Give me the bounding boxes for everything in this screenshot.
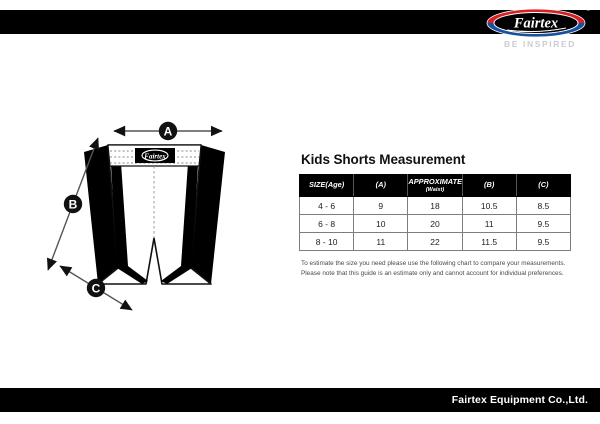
cell-b: 10.5 [461, 196, 517, 215]
table-header-b: (B) [461, 174, 517, 197]
left-leg-band [110, 148, 148, 284]
fairtex-logo-icon: Fairtex [486, 8, 586, 38]
table-header-approximate-waist: APPROXIMATE (Waist) [407, 174, 463, 197]
disclaimer-line-1: To estimate the size you need please use… [301, 260, 566, 267]
size-chart-table: SIZE(Age) (A) APPROXIMATE (Waist) (B) (C… [298, 174, 572, 251]
table-header-a: (A) [353, 174, 409, 197]
table-header-c: (C) [515, 174, 572, 197]
waistband-logo-patch: Fairtex [135, 148, 175, 163]
page-title: Kids Shorts Measurement [301, 152, 466, 167]
right-leg-band [161, 148, 199, 284]
cell-c: 9.5 [515, 232, 572, 251]
table-header-row: SIZE(Age) (A) APPROXIMATE (Waist) (B) (C… [298, 174, 572, 197]
disclaimer-text: To estimate the size you need please use… [301, 259, 573, 279]
svg-text:Fairtex: Fairtex [144, 152, 166, 160]
label-b: B [69, 198, 78, 212]
cell-waist: 22 [407, 232, 463, 251]
table-row: 8 - 10 11 22 11.5 9.5 [298, 232, 572, 251]
cell-a: 10 [353, 214, 409, 233]
measurement-panel: Kids Shorts Measurement SIZE(Age) (A) AP… [298, 152, 573, 279]
right-side-stripe [191, 145, 225, 284]
cell-c: 9.5 [515, 214, 572, 233]
shorts-illustration: Fairtex [84, 144, 225, 285]
shorts-diagram: Fairtex A B C [46, 121, 225, 311]
measurement-arrow-b: B [46, 137, 100, 271]
label-c: C [92, 282, 101, 296]
cell-b: 11.5 [461, 232, 517, 251]
label-a: A [164, 125, 173, 139]
logo-tagline: BE INSPIRED [504, 39, 576, 49]
footer-bar [0, 388, 600, 412]
cell-size: 4 - 6 [298, 196, 355, 215]
disclaimer-line-2: Please note that this guide is an estima… [301, 269, 564, 277]
table-header-size: SIZE(Age) [298, 174, 355, 197]
footer-company: Fairtex Equipment Co.,Ltd. [451, 394, 588, 406]
fairtex-logo: Fairtex ® BE INSPIRED [480, 8, 592, 56]
measurement-arrow-c: C [59, 265, 133, 311]
cell-b: 11 [461, 214, 517, 233]
registered-mark: ® [586, 7, 590, 13]
cell-waist: 18 [407, 196, 463, 215]
cell-a: 11 [353, 232, 409, 251]
cell-waist: 20 [407, 214, 463, 233]
cell-size: 8 - 10 [298, 232, 355, 251]
svg-text:Fairtex: Fairtex [513, 16, 558, 32]
measurement-arrow-a: A [113, 121, 223, 141]
cell-size: 6 - 8 [298, 214, 355, 233]
table-row: 6 - 8 10 20 11 9.5 [298, 214, 572, 233]
cell-a: 9 [353, 196, 409, 215]
table-row: 4 - 6 9 18 10.5 8.5 [298, 196, 572, 215]
cell-c: 8.5 [515, 196, 572, 215]
